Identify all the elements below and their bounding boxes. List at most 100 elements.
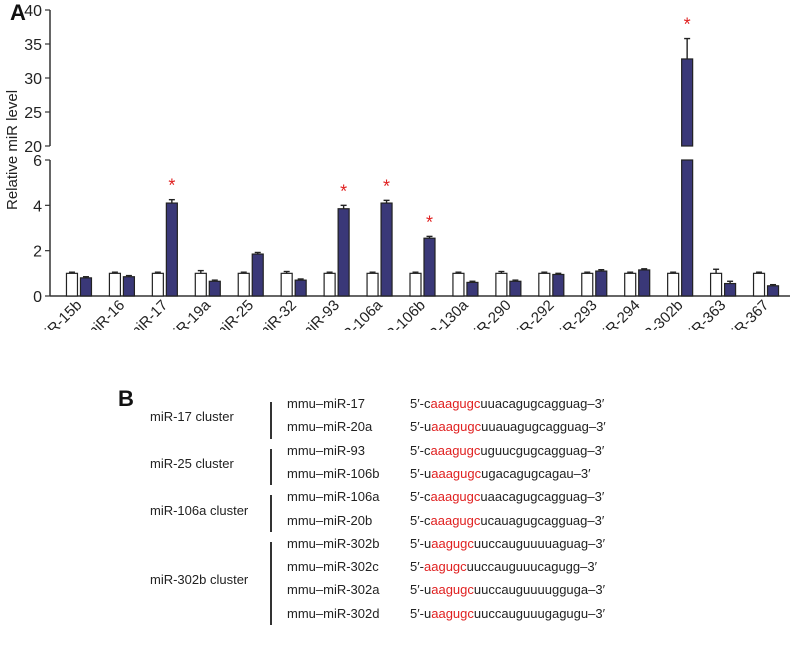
mirna-name: mmu–miR-17 <box>287 396 366 411</box>
sequence-prefix: 5′-u <box>410 465 432 481</box>
bar <box>581 272 594 297</box>
mirna-name: mmu–miR-302c <box>287 559 379 575</box>
x-tick-label: miR-32 <box>254 297 300 330</box>
y-tick-label: 40 <box>24 3 42 20</box>
cluster-label: miR-17 cluster <box>150 409 234 425</box>
cluster-label: miR-106a cluster <box>150 502 249 518</box>
mirna-sequence: 5′-uaagugcuuccauguuugagugu–3′ <box>410 606 605 621</box>
x-tick-label: miR-17 <box>125 297 171 330</box>
bar <box>65 272 79 297</box>
bar <box>495 272 508 297</box>
bar <box>122 276 136 297</box>
y-tick-label: 20 <box>24 139 42 156</box>
mirna-name: mmu–miR-20a <box>287 419 373 435</box>
cluster-bracket <box>270 402 272 439</box>
sequence-suffix: ucauagugcagguag–3′ <box>480 512 605 528</box>
y-tick-label: 25 <box>24 105 42 122</box>
panel-a-label: A <box>10 0 26 25</box>
mirna-name: mmu–miR-302a <box>287 582 380 598</box>
x-tick-label: miR-293 <box>548 297 600 330</box>
cluster-bracket <box>270 541 272 625</box>
bar <box>681 58 694 147</box>
mirna-name: mmu–miR-302b <box>287 535 380 551</box>
bar <box>709 272 723 297</box>
sequence-suffix: uuccauguuucagugg–3′ <box>466 559 598 575</box>
bar <box>380 202 393 297</box>
bar <box>79 277 93 297</box>
y-tick-label: 6 <box>33 153 42 170</box>
bar <box>323 272 336 297</box>
sequence-alignment-panel: B miR-17 cluster mmu–miR-17 5′-caaagugcuua… <box>0 380 800 663</box>
sequence-prefix: 5′-c <box>410 396 431 411</box>
bar <box>723 282 737 297</box>
significance-marker: * <box>168 176 175 196</box>
x-tick-label: miR-292 <box>506 297 558 330</box>
bar <box>337 208 350 297</box>
mirna-sequence: 5′-aagugcuuccauguuucagugg–3′ <box>410 559 597 574</box>
bar <box>667 272 680 297</box>
significance-marker: * <box>426 212 433 232</box>
bar <box>294 279 307 297</box>
mirna-sequence: 5′-caaagugcuaacagugcagguag–3′ <box>410 489 604 504</box>
bar <box>538 272 551 297</box>
bar <box>752 272 766 297</box>
sequence-suffix: uuccauguuuuaguag–3′ <box>473 535 606 551</box>
x-tick-label: miR-367 <box>720 297 772 330</box>
sequence-prefix: 5′-c <box>410 442 431 458</box>
seed-sequence: aaagugc <box>430 442 481 458</box>
cluster-bracket <box>270 448 272 486</box>
mirna-sequence: 5′-caaagugcuuacagugcagguag–3′ <box>410 396 604 411</box>
bar <box>409 272 422 297</box>
sequence-suffix: uaacagugcagguag–3′ <box>480 489 605 505</box>
bar <box>466 281 479 297</box>
significance-marker: * <box>340 181 347 201</box>
sequence-suffix: uuacagugcagguag–3′ <box>480 396 605 411</box>
bar <box>452 272 465 297</box>
bar <box>681 159 694 297</box>
seed-sequence: aaagugc <box>431 419 482 435</box>
bar <box>509 280 522 297</box>
mirna-sequence: 5′-uaaagugcugacagugcagau–3′ <box>410 466 591 481</box>
bar <box>423 237 436 297</box>
y-tick-label: 2 <box>33 244 42 261</box>
bar <box>366 272 379 297</box>
cluster-bracket <box>270 495 272 532</box>
sequence-prefix: 5′-u <box>410 535 432 551</box>
x-tick-label: miR-290 <box>463 297 515 330</box>
significance-marker: * <box>684 15 691 35</box>
y-axis-label: Relative miR level <box>4 90 21 210</box>
x-tick-label: miR-19a <box>162 296 215 330</box>
sequence-prefix: 5′-u <box>410 582 432 598</box>
seed-sequence: aaagugc <box>431 465 482 481</box>
x-tick-label: miR-16 <box>82 297 128 330</box>
significance-marker: * <box>383 176 390 196</box>
sequence-prefix: 5′-c <box>410 489 431 505</box>
seed-sequence: aaagugc <box>430 489 481 505</box>
bar <box>638 269 651 297</box>
sequence-suffix: uuccauguuuugguga–3′ <box>473 582 606 598</box>
mirna-sequence: 5′-uaaagugcuuauagugcagguag–3′ <box>410 419 606 434</box>
seed-sequence: aaagugc <box>430 396 481 411</box>
y-tick-label: 35 <box>24 37 42 54</box>
x-tick-label: miR-363 <box>677 297 729 330</box>
y-tick-label: 0 <box>33 289 42 306</box>
bar <box>151 272 164 297</box>
mirna-name: mmu–miR-106b <box>287 465 380 481</box>
sequence-prefix: 5′-c <box>410 512 431 528</box>
bar <box>552 273 565 297</box>
bar <box>237 272 250 297</box>
x-tick-label: miR-25 <box>211 297 257 330</box>
mirna-sequence: 5′-caaagugcucauagugcagguag–3′ <box>410 513 604 528</box>
bar <box>165 202 178 297</box>
bar <box>766 285 780 297</box>
y-tick-label: 4 <box>33 198 42 215</box>
x-tick-label: miR-93 <box>297 297 343 330</box>
seed-sequence: aagugc <box>424 559 467 575</box>
mirna-name: mmu–miR-302d <box>287 605 380 621</box>
seed-sequence: aagugc <box>431 582 474 598</box>
sequence-suffix: uuauagugcagguag–3′ <box>481 419 606 435</box>
mirna-sequence: 5′-uaagugcuuccauguuuuaguag–3′ <box>410 536 605 551</box>
bar <box>624 272 637 297</box>
mirna-sequence: 5′-uaagugcuuccauguuuugguga–3′ <box>410 582 605 597</box>
